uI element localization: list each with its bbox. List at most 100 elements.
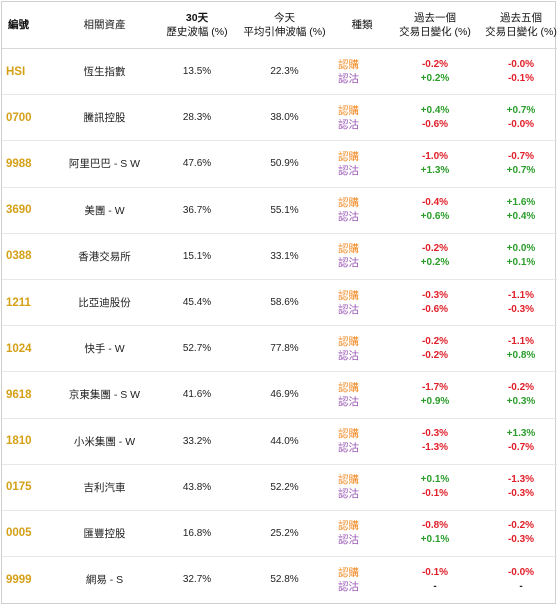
header-asset: 相關資產	[52, 2, 157, 49]
change-call-5day: -1.1%	[507, 289, 535, 301]
row-asset-name[interactable]: 美團 - W	[52, 187, 157, 234]
change-put-1day: -	[433, 580, 437, 592]
row-1day-change: -1.7% +0.9%	[392, 371, 478, 419]
row-historical-volatility: 47.6%	[157, 140, 237, 188]
table-row[interactable]: 1810 小米集團 - W 33.2% 44.0% 認購 認沽 -0.3% -1.3% +1.3…	[2, 418, 557, 465]
row-code[interactable]: 0388	[2, 233, 52, 280]
row-historical-volatility: 45.4%	[157, 279, 237, 327]
row-historical-volatility: 13.5%	[157, 48, 237, 96]
change-call-5day: -1.3%	[507, 474, 535, 486]
change-call-1day: -0.3%	[421, 428, 449, 440]
type-put-label: 認沽	[338, 395, 359, 408]
row-5day-change: -1.3% -0.3%	[478, 464, 557, 511]
row-type: 認購 認沽	[332, 557, 392, 603]
row-code[interactable]: 1810	[2, 418, 52, 465]
table-row[interactable]: 9999 網易 - S 32.7% 52.8% 認購 認沽 -0.1% - -0.0% -	[2, 557, 557, 603]
header-5day-change: 過去五個 交易日變化 (%)	[478, 2, 557, 49]
table-row[interactable]: 0175 吉利汽車 43.8% 52.2% 認購 認沽 +0.1% -0.1% -1.3% -0.…	[2, 464, 557, 511]
table-row[interactable]: 0005 匯豐控股 16.8% 25.2% 認購 認沽 -0.8% +0.1% -0.2% -0.…	[2, 510, 557, 558]
row-asset-name[interactable]: 匯豐控股	[52, 510, 157, 558]
change-put-1day: +1.3%	[420, 164, 450, 176]
change-put-1day: +0.9%	[420, 395, 450, 407]
header-historical-volatility: 30天 歷史波幅 (%)	[157, 2, 237, 49]
row-code[interactable]: 9999	[6, 573, 32, 586]
change-call-1day: -0.2%	[421, 335, 449, 347]
row-type: 認購 認沽	[332, 94, 392, 142]
row-asset-name[interactable]: 比亞迪股份	[52, 279, 157, 327]
row-asset-name[interactable]: 騰訊控股	[52, 94, 157, 142]
row-asset-name[interactable]: 快手 - W	[52, 325, 157, 373]
table-header-row: 編號 相關資產 30天 歷史波幅 (%) 今天 平均引伸波幅 (%) 種類 過去一個…	[2, 2, 557, 49]
row-code[interactable]: 1211	[2, 279, 52, 327]
row-historical-volatility: 15.1%	[157, 233, 237, 280]
row-code[interactable]: 0005	[2, 510, 52, 558]
change-call-1day: -0.2%	[421, 243, 449, 255]
row-code[interactable]: 9618	[2, 371, 52, 419]
row-asset-name[interactable]: 京東集團 - S W	[52, 371, 157, 419]
change-call-5day: +0.0%	[506, 243, 536, 255]
type-call-label: 認購	[338, 381, 359, 394]
change-call-1day: -0.1%	[421, 566, 449, 578]
row-type: 認購 認沽	[332, 187, 392, 234]
change-put-5day: +0.4%	[506, 211, 536, 223]
row-type: 認購 認沽	[332, 279, 392, 327]
row-5day-change: -1.1% -0.3%	[478, 279, 557, 327]
row-1day-change: -0.4% +0.6%	[392, 187, 478, 234]
table-row[interactable]: 0388 香港交易所 15.1% 33.1% 認購 認沽 -0.2% +0.2% +0.0% +0…	[2, 233, 557, 280]
row-5day-change: +1.3% -0.7%	[478, 418, 557, 465]
change-put-1day: +0.1%	[420, 534, 450, 546]
row-asset-name[interactable]: 吉利汽車	[52, 464, 157, 511]
type-put-label: 認沽	[338, 303, 359, 316]
row-implied-volatility: 52.2%	[237, 464, 332, 511]
row-code[interactable]: 0700	[2, 94, 52, 142]
change-put-1day: -0.2%	[421, 349, 449, 361]
row-code[interactable]: 0175	[2, 464, 52, 511]
row-type: 認購 認沽	[332, 325, 392, 373]
row-asset-name[interactable]: 阿里巴巴 - S W	[52, 140, 157, 188]
table-body: HSI 恆生指數 13.5% 22.3% 認購 認沽 -0.2% +0.2% -0.0% -0.1…	[2, 48, 557, 603]
row-implied-volatility: 25.2%	[237, 510, 332, 558]
table-row[interactable]: 9618 京東集團 - S W 41.6% 46.9% 認購 認沽 -1.7% +0.9% -0…	[2, 371, 557, 419]
change-put-5day: -0.0%	[507, 118, 535, 130]
table-row[interactable]: HSI 恆生指數 13.5% 22.3% 認購 認沽 -0.2% +0.2% -0.0% -0.1…	[2, 48, 557, 96]
table-row[interactable]: 1024 快手 - W 52.7% 77.8% 認購 認沽 -0.2% -0.2% -1.1% +…	[2, 325, 557, 373]
row-1day-change: -0.2% -0.2%	[392, 325, 478, 373]
row-code[interactable]: 1024	[2, 325, 52, 373]
type-put-label: 認沽	[338, 72, 359, 85]
row-historical-volatility: 32.7%	[182, 574, 212, 586]
table-row[interactable]: 9988 阿里巴巴 - S W 47.6% 50.9% 認購 認沽 -1.0% +1.3% -0…	[2, 140, 557, 188]
row-historical-volatility: 16.8%	[157, 510, 237, 558]
row-code[interactable]: 3690	[2, 187, 52, 234]
row-5day-change: +1.6% +0.4%	[478, 187, 557, 234]
table-row[interactable]: 0700 騰訊控股 28.3% 38.0% 認購 認沽 +0.4% -0.6% +0.7% -0.…	[2, 94, 557, 142]
change-call-5day: -0.2%	[507, 520, 535, 532]
row-asset-name[interactable]: 恆生指數	[52, 48, 157, 96]
row-5day-change: +0.0% +0.1%	[478, 233, 557, 280]
row-asset-name[interactable]: 小米集團 - W	[52, 418, 157, 465]
change-put-5day: -0.3%	[507, 303, 535, 315]
row-type: 認購 認沽	[332, 418, 392, 465]
row-5day-change: -0.7% +0.7%	[478, 140, 557, 188]
row-implied-volatility: 33.1%	[237, 233, 332, 280]
type-call-label: 認購	[338, 243, 359, 256]
row-type: 認購 認沽	[332, 510, 392, 558]
type-call-label: 認購	[338, 104, 359, 117]
row-type: 認購 認沽	[332, 140, 392, 188]
row-asset-name[interactable]: 網易 - S	[85, 574, 124, 587]
row-code[interactable]: HSI	[2, 48, 52, 96]
row-1day-change: -0.3% -1.3%	[392, 418, 478, 465]
row-type: 認購 認沽	[332, 464, 392, 511]
change-put-5day: +0.7%	[506, 164, 536, 176]
table-row[interactable]: 3690 美團 - W 36.7% 55.1% 認購 認沽 -0.4% +0.6% +1.6% +…	[2, 187, 557, 234]
change-put-5day: -0.3%	[507, 488, 535, 500]
table-row[interactable]: 1211 比亞迪股份 45.4% 58.6% 認購 認沽 -0.3% -0.6% -1.1% -0…	[2, 279, 557, 327]
row-5day-change: -0.0% -	[478, 557, 557, 603]
row-code[interactable]: 9988	[2, 140, 52, 188]
row-type: 認購 認沽	[332, 371, 392, 419]
header-code: 編號	[2, 2, 52, 49]
row-asset-name[interactable]: 香港交易所	[52, 233, 157, 280]
row-historical-volatility: 33.2%	[157, 418, 237, 465]
change-call-1day: +0.4%	[420, 104, 450, 116]
